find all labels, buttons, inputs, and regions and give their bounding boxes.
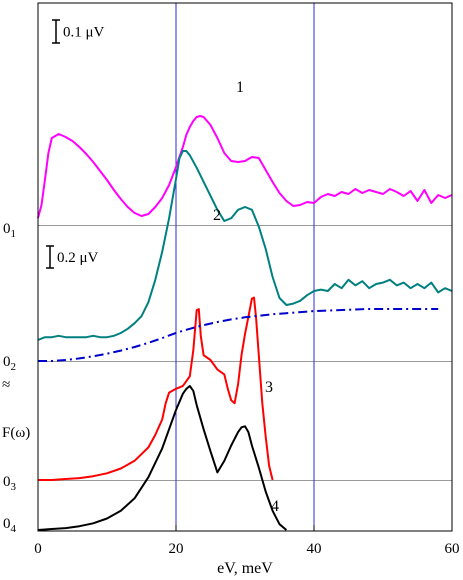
plot-frame [37,2,453,532]
series-F-line [38,308,439,362]
axis-break-mark: ≈ [2,377,10,393]
x-tick-label-60: 60 [445,541,460,557]
curve-label-3: 3 [265,379,273,396]
x-tick-label-40: 40 [307,541,322,557]
curve-label-2: 2 [213,207,221,224]
baseline-label-3: 03 [3,474,17,493]
series-3-line [38,296,274,481]
scale-bar-1-label: 0.1 μV [63,25,105,41]
baseline-label-1: 01 [3,221,16,240]
grid-lines [38,3,452,531]
x-axis-label: eV, meV [217,560,273,577]
curve-label-4: 4 [271,498,279,515]
x-tick-label-0: 0 [34,541,42,557]
baseline-label-2: 02 [3,354,16,373]
series-1-line [37,115,453,219]
scale-bar-2-label: 0.2 μV [57,250,99,266]
x-tick-label-20: 20 [169,541,184,557]
series-2-line [37,150,453,341]
annotations: 1 2 3 4 01 02 03 04 ≈0.1 μV 0.2 μV [2,19,279,535]
series-4-line [37,385,288,531]
baseline-label-4: 04 [3,516,17,535]
curve-label-1: 1 [236,79,244,96]
curves [37,115,453,531]
y-axis-label: F(ω) [2,425,30,441]
x-ticks: 0 20 40 60 [34,525,460,557]
